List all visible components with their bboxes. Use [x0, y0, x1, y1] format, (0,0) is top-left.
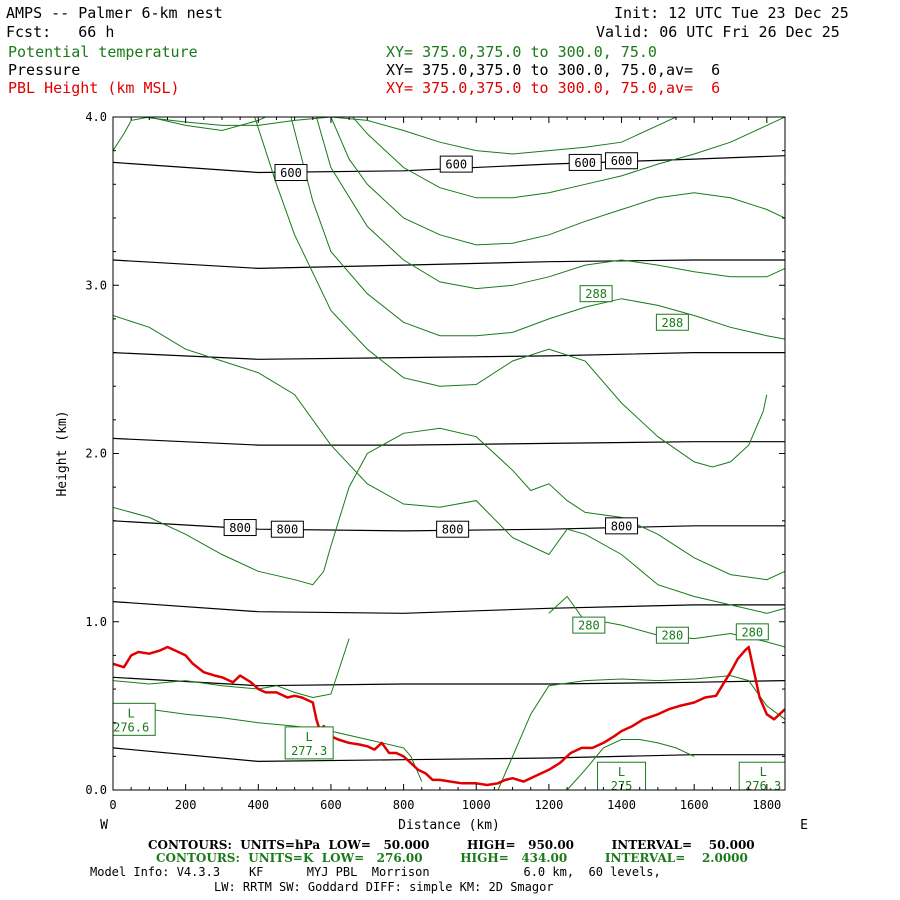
theta-contour-3	[290, 117, 785, 340]
pressure-label-0: 600	[280, 166, 302, 180]
pressure-contour-1	[113, 259, 785, 270]
pressure-contour-7	[113, 747, 785, 763]
field-pbl-xy: XY= 375.0,375.0 to 300.0, 75.0,av= 6	[386, 79, 721, 97]
pressure-contour-2	[113, 352, 785, 360]
ytick-label-2: 2.0	[85, 447, 107, 461]
pressure-contour-3	[113, 437, 785, 446]
xtick-label-4: 800	[393, 798, 415, 812]
xtick-label-3: 600	[320, 798, 342, 812]
init-time: Init: 12 UTC Tue 23 Dec 25	[614, 4, 849, 22]
pressure-label-6: 800	[442, 523, 464, 537]
theta-contour-11	[497, 675, 785, 790]
theta-contour-5	[330, 117, 785, 246]
theta-low-3-letter: L	[760, 765, 767, 779]
pressure-contour-0	[113, 155, 785, 174]
pressure-contour-6	[113, 676, 785, 687]
ytick-label-3: 3.0	[85, 278, 107, 292]
xtick-label-5: 1000	[462, 798, 491, 812]
xtick-label-7: 1400	[607, 798, 636, 812]
pressure-label-1: 600	[445, 158, 467, 172]
pressure-label-4: 800	[229, 521, 251, 535]
valid-time: Valid: 06 UTC Fri 26 Dec 25	[596, 23, 840, 41]
pressure-label-2-box	[568, 153, 602, 171]
theta-low-3-value: 276.3	[745, 779, 781, 793]
theta-contour-6	[352, 117, 785, 199]
plot-title: AMPS -- Palmer 6-km nest	[6, 4, 223, 22]
pressure-label-2: 600	[574, 156, 596, 170]
pressure-label-7-box	[605, 517, 639, 535]
pressure-contour-5	[113, 601, 785, 614]
theta-label-2: 280	[578, 619, 600, 633]
theta-label-0-box	[579, 285, 613, 303]
theta-label-0: 288	[585, 287, 607, 301]
pressure-label-3-box	[605, 152, 639, 170]
theta-contour-0	[123, 117, 677, 155]
pressure-label-1-box	[439, 155, 473, 173]
theta-label-1: 288	[662, 316, 684, 330]
forecast-hour: Fcst: 66 h	[6, 23, 115, 41]
footer-physics-info: LW: RRTM SW: Goddard DIFF: simple KM: 2D…	[214, 880, 554, 894]
pressure-label-0-box	[274, 164, 308, 182]
theta-label-4: 280	[741, 625, 763, 639]
xtick-label-2: 400	[247, 798, 269, 812]
field-pressure-label: Pressure	[8, 61, 81, 79]
pressure-label-3: 600	[611, 154, 633, 168]
plot-area: 600 600 600 600 800 800 800 800 288 288 280 280 280 L…	[113, 117, 785, 793]
footer-theta-contours: CONTOURS: UNITS=K LOW= 276.00 HIGH= 434.…	[156, 851, 748, 865]
footer-pressure-contours: CONTOURS: UNITS=hPa LOW= 50.000 HIGH= 95…	[148, 838, 755, 852]
west-label: W	[100, 818, 108, 833]
xtick-label-0: 0	[109, 798, 116, 812]
theta-low-3-box	[738, 761, 785, 790]
ytick-label-1: 1.0	[85, 615, 107, 629]
footer-model-info: Model Info: V4.3.3 KF MYJ PBL Morrison 6…	[90, 865, 661, 879]
xtick-label-6: 1200	[534, 798, 563, 812]
field-theta-xy: XY= 375.0,375.0 to 300.0, 75.0	[386, 43, 657, 61]
theta-label-3: 280	[662, 629, 684, 643]
theta-low-1-box	[284, 726, 334, 760]
xtick-label-9: 1800	[752, 798, 781, 812]
theta-label-3-box	[655, 626, 689, 644]
east-label: E	[800, 818, 808, 833]
pressure-label-5: 800	[277, 523, 299, 537]
theta-contour-4	[315, 117, 785, 290]
xtick-label-8: 1600	[680, 798, 709, 812]
ytick-label-4: 4.0	[85, 110, 107, 124]
field-theta-label: Potential temperature	[8, 43, 198, 61]
theta-low-0-box	[113, 702, 156, 736]
x-axis-label: Distance (km)	[398, 818, 500, 833]
theta-contour-2	[254, 117, 768, 468]
theta-contour-7	[113, 427, 785, 586]
theta-label-4-box	[735, 623, 769, 641]
pbl-height-line	[113, 645, 785, 787]
xtick-label-1: 200	[175, 798, 197, 812]
theta-contour-1	[113, 117, 266, 151]
theta-low-2-letter: L	[618, 765, 625, 779]
theta-contour-8	[113, 315, 785, 614]
theta-contour-9	[113, 638, 350, 699]
pressure-label-6-box	[436, 520, 470, 538]
theta-contour-12	[566, 739, 695, 790]
ytick-label-0: 0.0	[85, 783, 107, 797]
y-axis-label: Height (km)	[55, 410, 70, 496]
theta-label-1-box	[655, 313, 689, 331]
pressure-label-4-box	[223, 519, 257, 537]
plot-frame	[112, 116, 786, 791]
field-pressure-xy: XY= 375.0,375.0 to 300.0, 75.0,av= 6	[386, 61, 721, 79]
pressure-label-7: 800	[611, 519, 633, 533]
theta-label-2-box	[572, 616, 606, 634]
theta-low-1-letter: L	[306, 730, 313, 744]
theta-contour-10	[131, 708, 423, 782]
theta-low-0-letter: L	[128, 706, 135, 720]
theta-low-1-value: 277.3	[291, 744, 327, 758]
theta-low-0-value: 276.6	[113, 720, 149, 734]
pressure-label-5-box	[270, 520, 304, 538]
field-pbl-label: PBL Height (km MSL)	[8, 79, 180, 97]
